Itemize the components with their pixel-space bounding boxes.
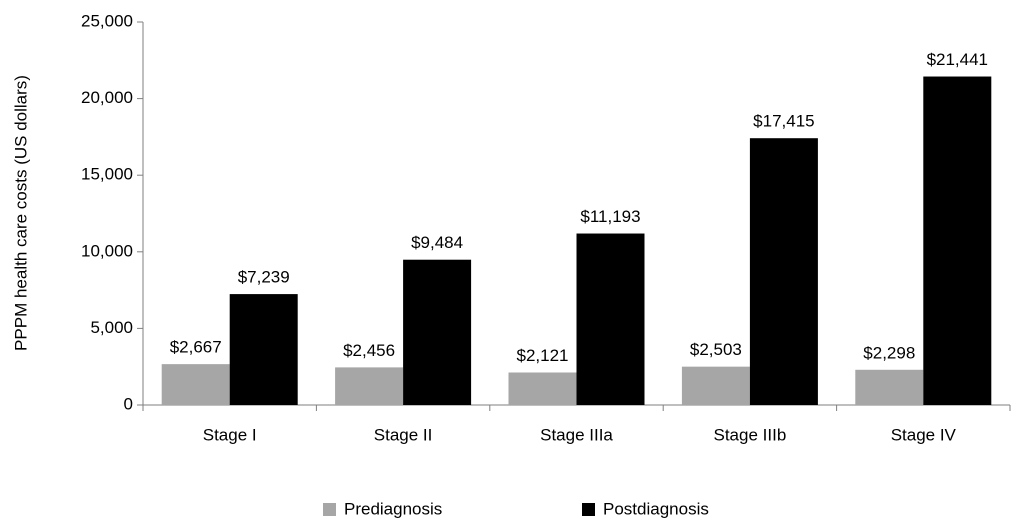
bar [923,76,992,406]
y-tick-label: 15,000 [81,165,133,184]
value-label: $2,298 [863,343,915,362]
y-tick-label: 25,000 [81,11,133,30]
x-tick-label: Stage IV [891,425,957,444]
value-label: $11,193 [580,207,640,226]
legend-label: Prediagnosis [344,499,442,518]
value-label: $2,503 [690,340,742,359]
bar [855,369,924,405]
value-label: $2,456 [343,341,395,360]
y-tick-label: 10,000 [81,241,133,260]
x-tick-label: Stage IIIa [540,425,613,444]
bar [508,372,577,405]
value-label: $2,121 [517,346,569,365]
bar [335,367,404,405]
legend-label: Postdiagnosis [603,499,709,518]
bar [161,364,230,405]
x-tick-label: Stage IIIb [714,425,787,444]
value-label: $7,239 [238,268,290,287]
y-tick-label: 0 [124,394,133,413]
legend-swatch [582,503,595,516]
bar [403,259,472,405]
x-tick-label: Stage II [374,425,433,444]
bar [229,294,298,405]
bar [749,138,818,405]
y-axis-label: PPPM health care costs (US dollars) [11,75,30,351]
bar [576,233,645,405]
y-tick-label: 5,000 [90,318,133,337]
y-tick-label: 20,000 [81,88,133,107]
bar [681,366,750,405]
value-label: $9,484 [411,233,463,252]
legend-swatch [323,503,336,516]
x-tick-label: Stage I [203,425,257,444]
value-label: $2,667 [170,338,222,357]
value-label: $17,415 [753,112,814,131]
value-label: $21,441 [927,50,988,69]
